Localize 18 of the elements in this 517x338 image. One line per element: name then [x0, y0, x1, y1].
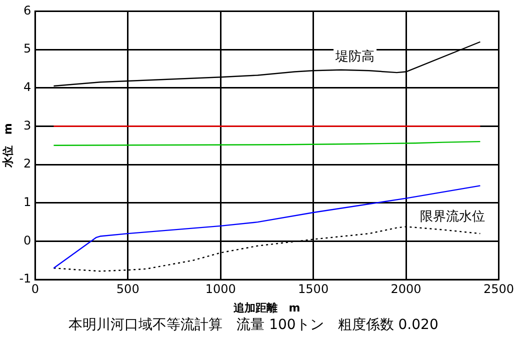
text: 本明川河口域不等流計算 流量 100トン 粗度係数 0.020	[68, 317, 438, 334]
x-tick-label: 1000	[205, 282, 236, 296]
y-tick-label: 3	[24, 118, 32, 132]
y-tick-label: -1	[19, 272, 32, 286]
x-tick-label: 500	[116, 282, 140, 296]
series-label: 堤防高	[334, 48, 375, 65]
y-tick-label: 2	[24, 156, 32, 171]
y-axis-title: 水位 m	[1, 123, 14, 169]
y-tick-label: 5	[24, 42, 32, 56]
y-tick-label: 6	[24, 3, 32, 18]
y-tick-label: 1	[24, 195, 32, 210]
y-tick-label: 0	[24, 233, 32, 248]
y-tick-label: 4	[24, 80, 32, 94]
x-tick-label: 2000	[390, 282, 422, 296]
x-tick-label: 2500	[483, 282, 514, 296]
series-label: 限界流水位	[420, 208, 485, 225]
x-axis-title: 追加距離 m	[232, 301, 300, 314]
x-tick-label: 1500	[298, 282, 329, 296]
